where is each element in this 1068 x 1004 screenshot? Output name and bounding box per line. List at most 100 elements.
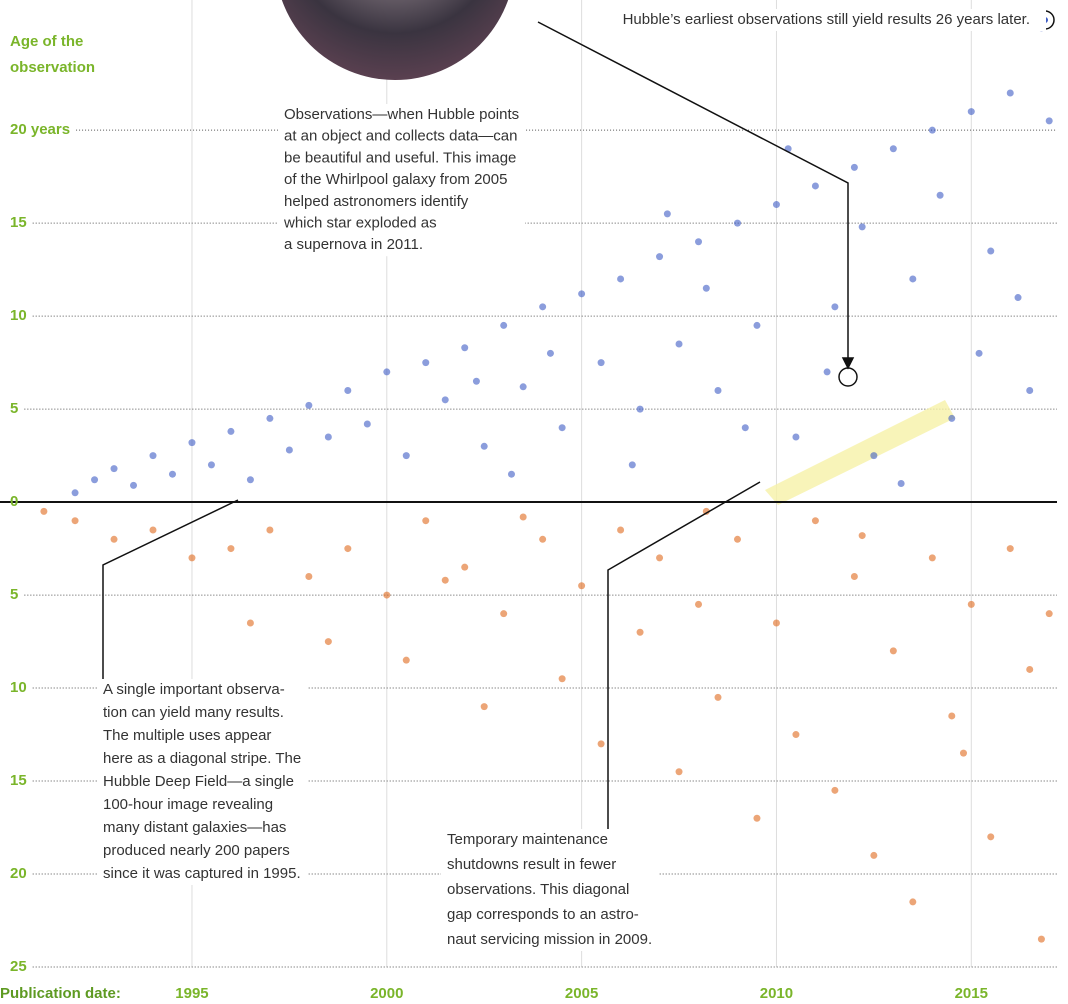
data-point (948, 415, 955, 422)
data-point (403, 452, 410, 459)
annotation-text: of the Whirlpool galaxy from 2005 (284, 171, 507, 188)
data-point (968, 108, 975, 115)
data-point (598, 740, 605, 747)
data-point (578, 582, 585, 589)
data-point (859, 223, 866, 230)
data-point (500, 322, 507, 329)
y-tick-label: 5 (10, 400, 18, 417)
data-point (1026, 666, 1033, 673)
annotation-text: here as a diagonal stripe. The (103, 750, 301, 767)
data-point (812, 517, 819, 524)
y-tick-label: 20 (10, 865, 27, 882)
data-point (664, 210, 671, 217)
data-point (734, 536, 741, 543)
data-point (150, 526, 157, 533)
data-point (422, 359, 429, 366)
data-point (890, 145, 897, 152)
data-point (344, 387, 351, 394)
data-point (890, 647, 897, 654)
data-point (937, 192, 944, 199)
x-axis-label: Publication date: (0, 985, 121, 1002)
arrow-head (843, 358, 853, 368)
data-point (715, 387, 722, 394)
data-point (812, 182, 819, 189)
data-point (960, 750, 967, 757)
data-point (130, 482, 137, 489)
data-point (508, 471, 515, 478)
annotation-text: The multiple uses appear (103, 727, 271, 744)
annotation-text: at an object and collects data—can (284, 128, 517, 145)
data-point (1007, 89, 1014, 96)
data-point (929, 127, 936, 134)
data-point (617, 275, 624, 282)
data-point (715, 694, 722, 701)
data-point (305, 573, 312, 580)
annotation-text: a supernova in 2011. (284, 236, 423, 253)
data-point (442, 577, 449, 584)
annotation-text: shutdowns result in fewer (447, 856, 616, 873)
data-point (40, 508, 47, 515)
data-point (481, 703, 488, 710)
data-point (637, 629, 644, 636)
leader-line (608, 482, 760, 830)
annotation-text: many distant galaxies—has (103, 819, 286, 836)
data-point (169, 471, 176, 478)
annotation-text: tion can yield many results. (103, 704, 284, 721)
data-point (227, 545, 234, 552)
data-point (500, 610, 507, 617)
annotation-text: A single important observa- (103, 681, 285, 698)
y-tick-label: 25 (10, 958, 27, 975)
data-point (637, 406, 644, 413)
data-point (1038, 936, 1045, 943)
data-point (72, 489, 79, 496)
galaxy-image (275, 0, 515, 80)
annotation: Temporary maintenance shutdowns result in… (441, 829, 658, 951)
data-point (1046, 117, 1053, 124)
data-point (948, 712, 955, 719)
data-point (909, 275, 916, 282)
annotation-text: gap corresponds to an astro- (447, 906, 639, 923)
annotation: A single important observa-tion can yiel… (97, 679, 307, 885)
annotation-text: observations. This diagonal (447, 881, 629, 898)
y-tick-label: 5 (10, 586, 18, 603)
data-point (773, 201, 780, 208)
data-point (111, 536, 118, 543)
data-point (870, 852, 877, 859)
data-point (831, 303, 838, 310)
annotation-text: helped astronomers identify (284, 193, 469, 210)
annotation-text: Hubble Deep Field—a single (103, 773, 294, 790)
data-point (227, 428, 234, 435)
leader-line (538, 22, 848, 362)
y-tick-label: 20 years (10, 121, 70, 138)
data-point (1046, 610, 1053, 617)
data-point (422, 517, 429, 524)
annotation-text: 100-hour image revealing (103, 796, 273, 813)
data-point (656, 253, 663, 260)
data-point (1007, 545, 1014, 552)
data-point (111, 465, 118, 472)
data-point (656, 554, 663, 561)
data-point (481, 443, 488, 450)
data-point (598, 359, 605, 366)
y-tick-label: 10 (10, 679, 27, 696)
data-point (695, 238, 702, 245)
y-tick-label: 15 (10, 214, 27, 231)
data-point (91, 476, 98, 483)
y-tick-label: 10 (10, 307, 27, 324)
data-point (325, 638, 332, 645)
data-point (987, 248, 994, 255)
data-point (987, 833, 994, 840)
data-point (792, 731, 799, 738)
data-point (461, 564, 468, 571)
data-point (208, 461, 215, 468)
data-point (473, 378, 480, 385)
data-point (559, 675, 566, 682)
annotation-text: Temporary maintenance (447, 831, 608, 848)
y-axis-label: Age of the (10, 33, 83, 50)
data-point (539, 303, 546, 310)
data-point (520, 383, 527, 390)
data-point (929, 554, 936, 561)
data-point (188, 439, 195, 446)
gap-highlight (765, 400, 955, 505)
